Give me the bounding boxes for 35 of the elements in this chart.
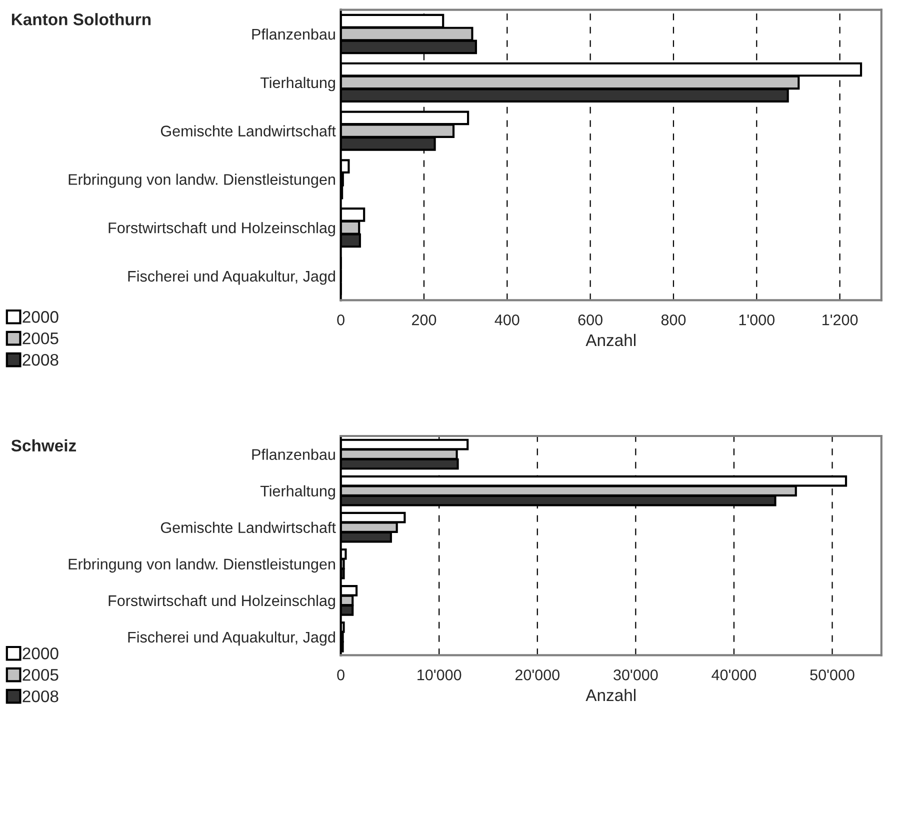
y-tick-label: Forstwirtschaft und Holzeinschlag [108, 222, 335, 236]
x-tick-label: 200 [412, 314, 436, 326]
x-axis-title: Anzahl [586, 334, 636, 346]
legend-label: 2000 [22, 311, 58, 323]
y-tick-label: Erbringung von landw. Dienstleistungen [68, 558, 335, 573]
x-tick-label: 1'000 [739, 314, 775, 326]
legend-label: 2005 [22, 668, 58, 681]
x-tick-label: 800 [661, 314, 686, 326]
y-tick-label: Fischerei und Aquakultur, Jagd [128, 631, 335, 646]
x-tick-label: 10'000 [418, 670, 462, 680]
y-tick-label: Erbringung von landw. Dienstleistungen [68, 174, 335, 188]
x-tick-label: 600 [578, 314, 602, 326]
x-tick-label: 0 [337, 314, 344, 326]
x-tick-label: 30'000 [614, 670, 658, 680]
y-tick-label: Fischerei und Aquakultur, Jagd [128, 270, 335, 285]
y-tick-label: Gemischte Landwirtschaft [160, 125, 336, 136]
x-axis-title: Anzahl [586, 688, 636, 702]
y-tick-label: Pflanzenbau [252, 448, 335, 460]
x-tick-label: 400 [494, 314, 520, 326]
x-tick-label: 0 [337, 670, 344, 680]
legend-label: 2008 [22, 354, 58, 366]
y-tick-label: Gemischte Landwirtschaft [160, 522, 336, 534]
y-tick-label: Tierhaltung [260, 76, 335, 92]
legend-label: 2000 [22, 648, 58, 660]
legend-label: 2005 [22, 332, 58, 344]
legend-label: 2008 [22, 690, 58, 702]
text: Schweiz [11, 439, 76, 452]
text: Kanton Solothurn [12, 13, 151, 26]
x-tick-label: 1'200 [822, 314, 858, 326]
y-tick-label: Pflanzenbau [252, 28, 335, 40]
x-tick-label: 40'000 [712, 670, 756, 680]
y-tick-label: Tierhaltung [260, 485, 335, 500]
x-tick-label: 20'000 [515, 670, 560, 680]
x-tick-label: 50'000 [810, 670, 854, 680]
y-tick-label: Forstwirtschaft und Holzeinschlag [108, 594, 335, 610]
